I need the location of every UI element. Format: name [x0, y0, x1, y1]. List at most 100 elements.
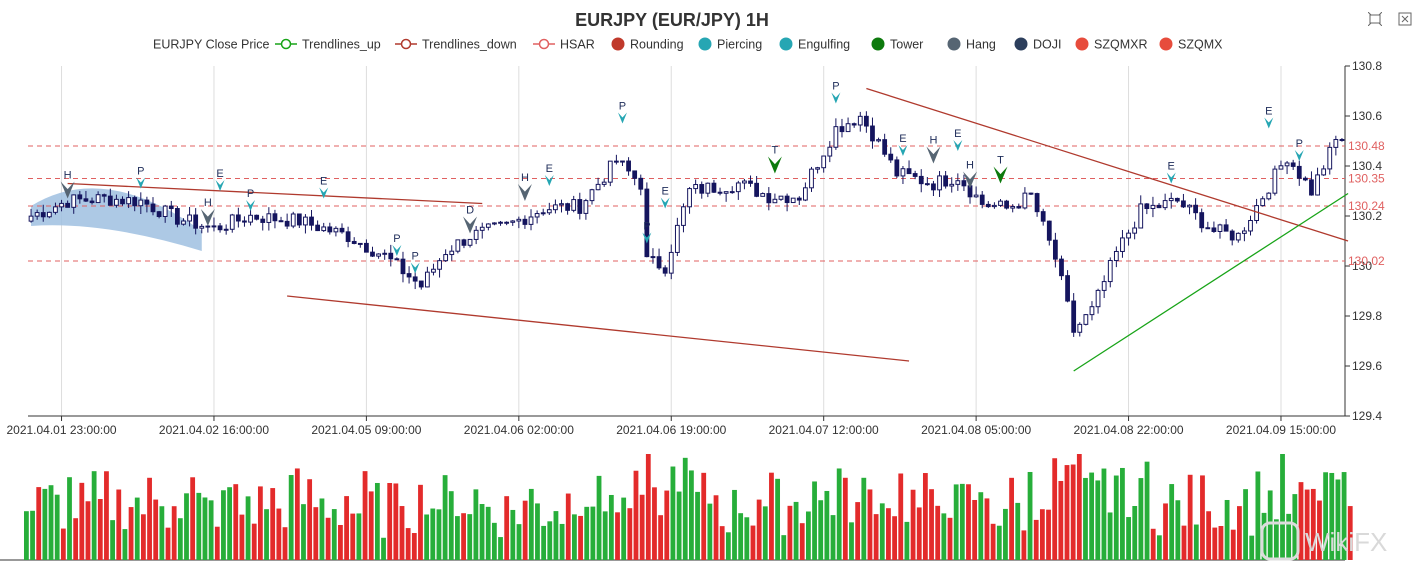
candle-body: [168, 205, 174, 210]
volume-bar: [418, 484, 423, 560]
legend-item[interactable]: SZQMX: [1159, 37, 1224, 52]
volume-bar: [1021, 530, 1027, 560]
pattern-marker: [767, 156, 782, 174]
legend-label: Tower: [890, 38, 923, 52]
volume-bar: [491, 522, 497, 560]
volume-bar: [282, 527, 288, 560]
volume-bar: [1175, 500, 1181, 560]
candle-body: [839, 126, 845, 133]
candle-body: [83, 198, 89, 202]
legend-label: EURJPY Close Price: [153, 38, 270, 52]
candle-body: [309, 216, 314, 226]
legend-item[interactable]: Tower: [871, 37, 924, 52]
pattern-marker: [392, 245, 402, 256]
candle-body: [955, 180, 961, 185]
legend-label: HSAR: [560, 38, 595, 52]
legend-item[interactable]: HSAR: [533, 38, 595, 52]
candle-body: [772, 198, 778, 204]
volume-bar: [1200, 475, 1205, 560]
candle-body: [784, 195, 790, 204]
candle-body: [699, 184, 705, 194]
pattern-marker: [410, 262, 420, 274]
volume-bar: [1181, 525, 1187, 560]
candle-body: [120, 198, 125, 205]
legend-item[interactable]: Piercing: [698, 37, 763, 52]
candle-body: [620, 160, 625, 163]
candle-body: [931, 183, 936, 191]
candle-body: [1150, 204, 1156, 210]
candle-body: [863, 115, 869, 127]
volume-bar: [713, 495, 719, 560]
legend-item[interactable]: Hang: [947, 37, 996, 52]
trendline-down: [67, 182, 483, 205]
volume-bar: [1003, 508, 1008, 560]
candle-body: [1126, 232, 1131, 239]
candle-body: [1004, 200, 1009, 209]
legend-symbol: [947, 37, 961, 51]
legend-item[interactable]: SZQMXR: [1075, 37, 1148, 52]
volume-bar: [325, 517, 331, 560]
hsar-label: 130.02: [1348, 254, 1385, 268]
volume-bar: [855, 502, 861, 560]
candle-body: [217, 225, 223, 231]
legend-label: Trendlines_down: [422, 38, 517, 52]
pattern-marker-label: E: [1265, 106, 1272, 118]
candle-body: [144, 199, 150, 205]
candle-body: [638, 177, 644, 190]
candle-body: [223, 228, 229, 231]
candle-body: [924, 183, 930, 186]
volume-bar: [572, 514, 577, 560]
legend-item[interactable]: Rounding: [611, 37, 684, 52]
volume-bar: [836, 468, 842, 560]
candle-body: [522, 218, 528, 225]
volume-bar: [1310, 488, 1316, 560]
volume-bar: [1255, 471, 1261, 560]
volume-bar: [479, 504, 485, 560]
volume-bar: [288, 475, 294, 560]
pattern-marker: [463, 216, 478, 234]
candle-body: [711, 182, 717, 193]
volume-bar: [904, 521, 910, 560]
volume-bar: [362, 471, 368, 560]
volume-bar: [658, 515, 664, 560]
candle-body: [748, 180, 753, 184]
volume-bar: [350, 513, 356, 560]
candle-body: [1272, 168, 1278, 194]
candle-body: [1113, 250, 1119, 262]
candle-body: [760, 193, 766, 197]
candle-body: [803, 187, 808, 201]
volume-bar: [1298, 482, 1304, 560]
candle-body: [729, 191, 735, 194]
candle-body: [1309, 179, 1314, 196]
candle-body: [546, 209, 552, 214]
legend-item[interactable]: Engulfing: [779, 37, 851, 52]
volume-bar: [1212, 527, 1218, 560]
candle-body: [1223, 224, 1229, 232]
candle-body: [473, 229, 479, 240]
candle-body: [485, 223, 491, 228]
candle-body: [687, 188, 692, 208]
candle-body: [1339, 139, 1345, 142]
zoom-icon[interactable]: [1368, 12, 1382, 26]
candle-body: [888, 153, 894, 161]
legend-item[interactable]: Trendlines_up: [275, 38, 381, 52]
volume-bar: [990, 523, 996, 560]
hsar-label: 130.48: [1348, 139, 1385, 153]
restore-icon[interactable]: [1398, 12, 1412, 26]
candle-body: [266, 213, 272, 223]
watermark-text: WikiFX: [1305, 527, 1387, 557]
candle-body: [1022, 192, 1028, 209]
volume-bar: [448, 491, 454, 560]
pattern-marker-label: D: [466, 205, 474, 217]
legend-item[interactable]: DOJI: [1014, 37, 1062, 52]
legend-item[interactable]: Trendlines_down: [395, 38, 517, 52]
candle-body: [626, 160, 631, 172]
candle-body: [1132, 227, 1138, 234]
candle-body: [912, 173, 918, 177]
volume-bar: [473, 489, 479, 560]
volume-bar: [442, 475, 448, 560]
candle-body: [126, 197, 131, 205]
candle-body: [937, 175, 942, 191]
volume-bar: [1027, 471, 1033, 560]
legend-item[interactable]: EURJPY Close Price: [153, 38, 270, 52]
